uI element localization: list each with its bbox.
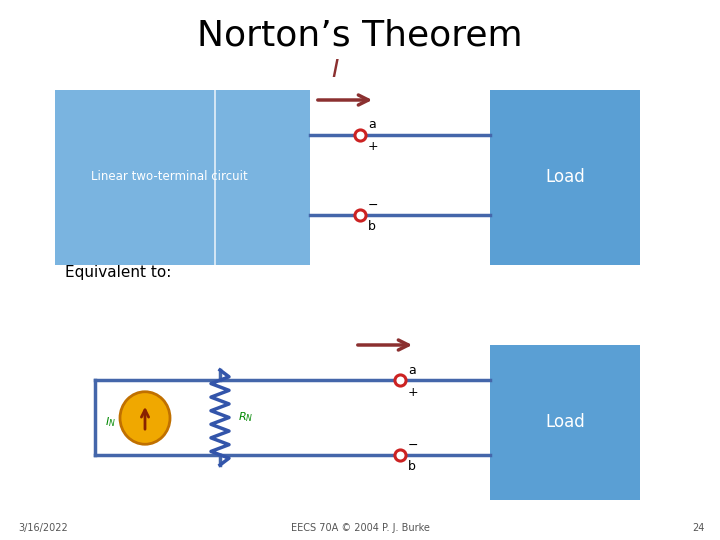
Text: Norton’s Theorem: Norton’s Theorem: [197, 18, 523, 52]
Text: EECS 70A © 2004 P. J. Burke: EECS 70A © 2004 P. J. Burke: [291, 523, 429, 533]
Text: $R_N$: $R_N$: [238, 410, 253, 424]
Text: $I$: $I$: [330, 58, 339, 82]
Text: b: b: [368, 220, 376, 233]
Text: +: +: [368, 140, 379, 153]
Text: 3/16/2022: 3/16/2022: [18, 523, 68, 533]
Text: Linear two-terminal circuit: Linear two-terminal circuit: [91, 171, 248, 184]
FancyBboxPatch shape: [490, 90, 640, 265]
Text: a: a: [408, 363, 415, 376]
FancyBboxPatch shape: [490, 345, 640, 500]
FancyBboxPatch shape: [55, 90, 310, 265]
Text: Load: Load: [545, 413, 585, 431]
Text: a: a: [368, 118, 376, 132]
Text: −: −: [408, 438, 418, 451]
Text: 24: 24: [693, 523, 705, 533]
Text: Load: Load: [545, 168, 585, 186]
Text: Equivalent to:: Equivalent to:: [65, 265, 171, 280]
Text: $I_N$: $I_N$: [105, 415, 116, 429]
Text: −: −: [368, 199, 379, 212]
Text: +: +: [408, 386, 418, 399]
Text: b: b: [408, 461, 416, 474]
Ellipse shape: [120, 392, 170, 444]
